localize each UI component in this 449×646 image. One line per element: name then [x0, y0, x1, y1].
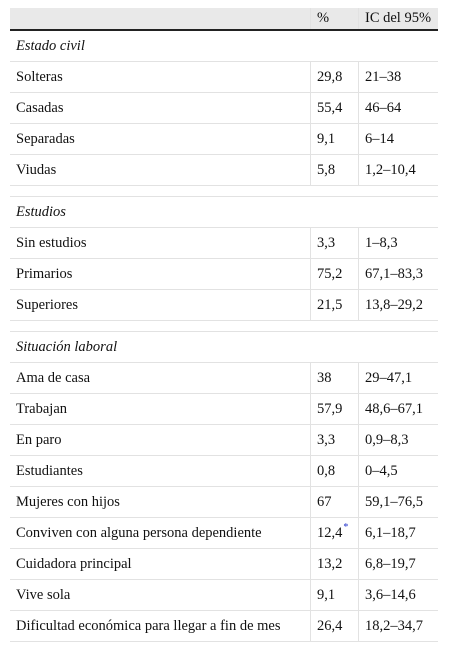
- ci-cell: 0–4,5: [358, 456, 438, 486]
- percent: 0,8: [317, 462, 336, 479]
- percent: 21,5: [317, 296, 343, 313]
- percent-cell: 3,3: [310, 425, 358, 455]
- ci-cell: 46–64: [358, 93, 438, 123]
- ci-cell: 13,8–29,2: [358, 290, 438, 320]
- ci-cell: 0,9–8,3: [358, 425, 438, 455]
- data-row: Cuidadora principal 13,2 6,8–19,7: [10, 549, 438, 580]
- header-cell: IC del 95%: [358, 8, 438, 29]
- ci-cell: 1,2–10,4: [358, 155, 438, 185]
- row-label: Casadas: [16, 99, 64, 116]
- data-row: Casadas 55,4 46–64: [10, 93, 438, 124]
- row-label: Estudiantes: [16, 462, 83, 479]
- section-title: Situación laboral: [16, 338, 118, 355]
- data-row: Solteras 29,8 21–38: [10, 62, 438, 93]
- row-label: Ama de casa: [16, 369, 91, 386]
- row-label: Solteras: [16, 68, 63, 85]
- percent-cell: 0,8: [310, 456, 358, 486]
- row-label: Separadas: [16, 130, 75, 147]
- ci-cell: 59,1–76,5: [358, 487, 438, 517]
- percent: 26,4: [317, 617, 343, 634]
- data-row: Mujeres con hijos 67 59,1–76,5: [10, 487, 438, 518]
- section-row: Estado civil: [10, 31, 438, 62]
- data-row: Trabajan 57,9 48,6–67,1: [10, 394, 438, 425]
- percent: 13,2: [317, 555, 343, 572]
- row-label: Viudas: [16, 161, 57, 178]
- percent: 9,1: [317, 130, 336, 147]
- data-row: Viudas 5,8 1,2–10,4: [10, 155, 438, 186]
- percent: 12,4: [317, 524, 343, 541]
- data-row: Ama de casa 38 29–47,1: [10, 363, 438, 394]
- row-label: Dificultad económica para llegar a fin d…: [16, 617, 281, 634]
- percent-cell: 13,2: [310, 549, 358, 579]
- data-row: Primarios 75,2 67,1–83,3: [10, 259, 438, 290]
- percent: 3,3: [317, 234, 336, 251]
- header-row: % IC del 95%: [10, 8, 438, 31]
- ci-cell: 3,6–14,6: [358, 580, 438, 610]
- data-row: Separadas 9,1 6–14: [10, 124, 438, 155]
- row-label: Primarios: [16, 265, 73, 282]
- ci-cell: 67,1–83,3: [358, 259, 438, 289]
- percent-cell: 9,1: [310, 580, 358, 610]
- data-row: Estudiantes 0,8 0–4,5: [10, 456, 438, 487]
- row-label: En paro: [16, 431, 62, 448]
- percent-cell: 38: [310, 363, 358, 393]
- percent-cell: 55,4: [310, 93, 358, 123]
- header-cell: [10, 8, 310, 29]
- row-label: Vive sola: [16, 586, 71, 603]
- ci-cell: 6,8–19,7: [358, 549, 438, 579]
- percent: 9,1: [317, 586, 336, 603]
- percent-cell: 67: [310, 487, 358, 517]
- percent-cell: 9,1: [310, 124, 358, 154]
- percent-cell: 29,8: [310, 62, 358, 92]
- row-label: Trabajan: [16, 400, 68, 417]
- spacer-row: [10, 321, 438, 332]
- percent-cell: 26,4: [310, 611, 358, 641]
- ci-cell: 48,6–67,1: [358, 394, 438, 424]
- percent: 5,8: [317, 161, 336, 178]
- percent: 29,8: [317, 68, 343, 85]
- row-label: Conviven con alguna persona dependiente: [16, 524, 262, 541]
- percent: 55,4: [317, 99, 343, 116]
- row-label: Superiores: [16, 296, 79, 313]
- percent: 38: [317, 369, 332, 386]
- row-label: Mujeres con hijos: [16, 493, 120, 510]
- percent: 75,2: [317, 265, 343, 282]
- data-row: Superiores 21,5 13,8–29,2: [10, 290, 438, 321]
- ci-cell: 1–8,3: [358, 228, 438, 258]
- ci-cell: 6,1–18,7: [358, 518, 438, 548]
- percent-cell: 75,2: [310, 259, 358, 289]
- percent: 67: [317, 493, 332, 510]
- percent: 57,9: [317, 400, 343, 417]
- data-row: Sin estudios 3,3 1–8,3: [10, 228, 438, 259]
- data-row: En paro 3,3 0,9–8,3: [10, 425, 438, 456]
- row-label: Sin estudios: [16, 234, 87, 251]
- spacer-row: [10, 186, 438, 197]
- percent-cell: 3,3: [310, 228, 358, 258]
- percent-cell: 5,8: [310, 155, 358, 185]
- percent-cell: 57,9: [310, 394, 358, 424]
- ci-cell: 6–14: [358, 124, 438, 154]
- ci-cell: 18,2–34,7: [358, 611, 438, 641]
- section-title: Estado civil: [16, 37, 85, 54]
- percent-cell: 12,4 *: [310, 518, 358, 548]
- data-row: Dificultad económica para llegar a fin d…: [10, 611, 438, 642]
- ci-cell: 21–38: [358, 62, 438, 92]
- data-row: Vive sola 9,1 3,6–14,6: [10, 580, 438, 611]
- ci-cell: 29–47,1: [358, 363, 438, 393]
- row-label: Cuidadora principal: [16, 555, 132, 572]
- section-title: Estudios: [16, 203, 66, 220]
- percent: 3,3: [317, 431, 336, 448]
- section-row: Estudios: [10, 197, 438, 228]
- footnote-link[interactable]: *: [343, 522, 349, 533]
- section-row: Situación laboral: [10, 332, 438, 363]
- header-cell: %: [310, 8, 358, 29]
- data-row: Conviven con alguna persona dependiente 1…: [10, 518, 438, 549]
- percent-cell: 21,5: [310, 290, 358, 320]
